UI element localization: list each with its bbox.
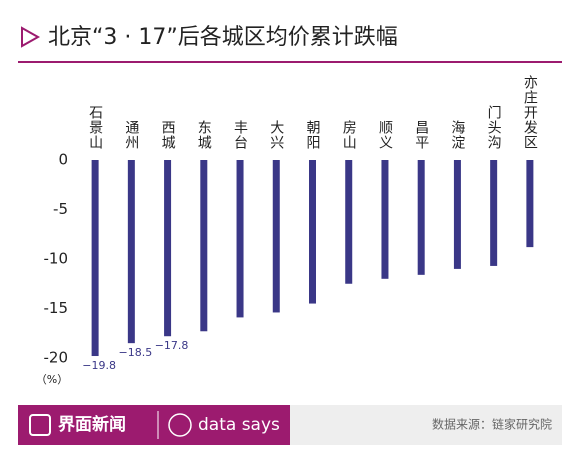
bar (236, 160, 244, 318)
brand-icon (168, 413, 192, 437)
y-axis-label: （%） (36, 373, 68, 386)
source: 数据来源：链家研究院 (432, 417, 552, 432)
value-label: −17.8 (155, 339, 189, 352)
bar (164, 160, 172, 337)
x-tick-label: 大兴 (268, 120, 284, 150)
bar (526, 160, 534, 248)
chart-title: 北京“3 · 17”后各城区均价累计跌幅 (48, 25, 398, 50)
footer-brand (18, 405, 290, 445)
x-tick-label: 房山 (341, 120, 357, 150)
bar (272, 160, 280, 313)
title-icon (21, 26, 41, 48)
y-tick-label: -20 (44, 349, 69, 367)
y-tick-label: -5 (53, 200, 68, 218)
brand-name: 界面新闻 (58, 414, 126, 435)
bar (91, 160, 99, 357)
x-tick-label: 朝阳 (305, 120, 321, 150)
bar (490, 160, 498, 266)
x-tick-label: 丰台 (232, 120, 248, 150)
x-tick-label: 通州 (123, 120, 139, 150)
x-tick-label: 东城 (196, 120, 212, 150)
bar (417, 160, 425, 275)
bar (345, 160, 353, 284)
value-label: −19.8 (82, 359, 116, 372)
x-tick-label: 西城 (160, 120, 176, 150)
x-tick-label: 亦庄开发区 (522, 75, 538, 150)
y-tick-label: -10 (44, 250, 69, 268)
x-tick-label: 石景山 (87, 105, 103, 150)
bar (200, 160, 208, 332)
x-tick-label: 门头沟 (486, 105, 502, 150)
y-tick-label: -15 (44, 299, 69, 317)
value-label: −18.5 (118, 346, 152, 359)
bar (381, 160, 389, 279)
brand-sub: data says (198, 415, 280, 435)
x-tick-label: 海淀 (449, 120, 465, 150)
x-tick-label: 顺义 (377, 120, 393, 150)
x-tick-label: 昌平 (413, 120, 429, 150)
bar (127, 160, 135, 344)
bar (309, 160, 316, 304)
y-tick-label: 0 (58, 151, 68, 169)
brand-logo (29, 414, 51, 436)
bar (453, 160, 461, 269)
